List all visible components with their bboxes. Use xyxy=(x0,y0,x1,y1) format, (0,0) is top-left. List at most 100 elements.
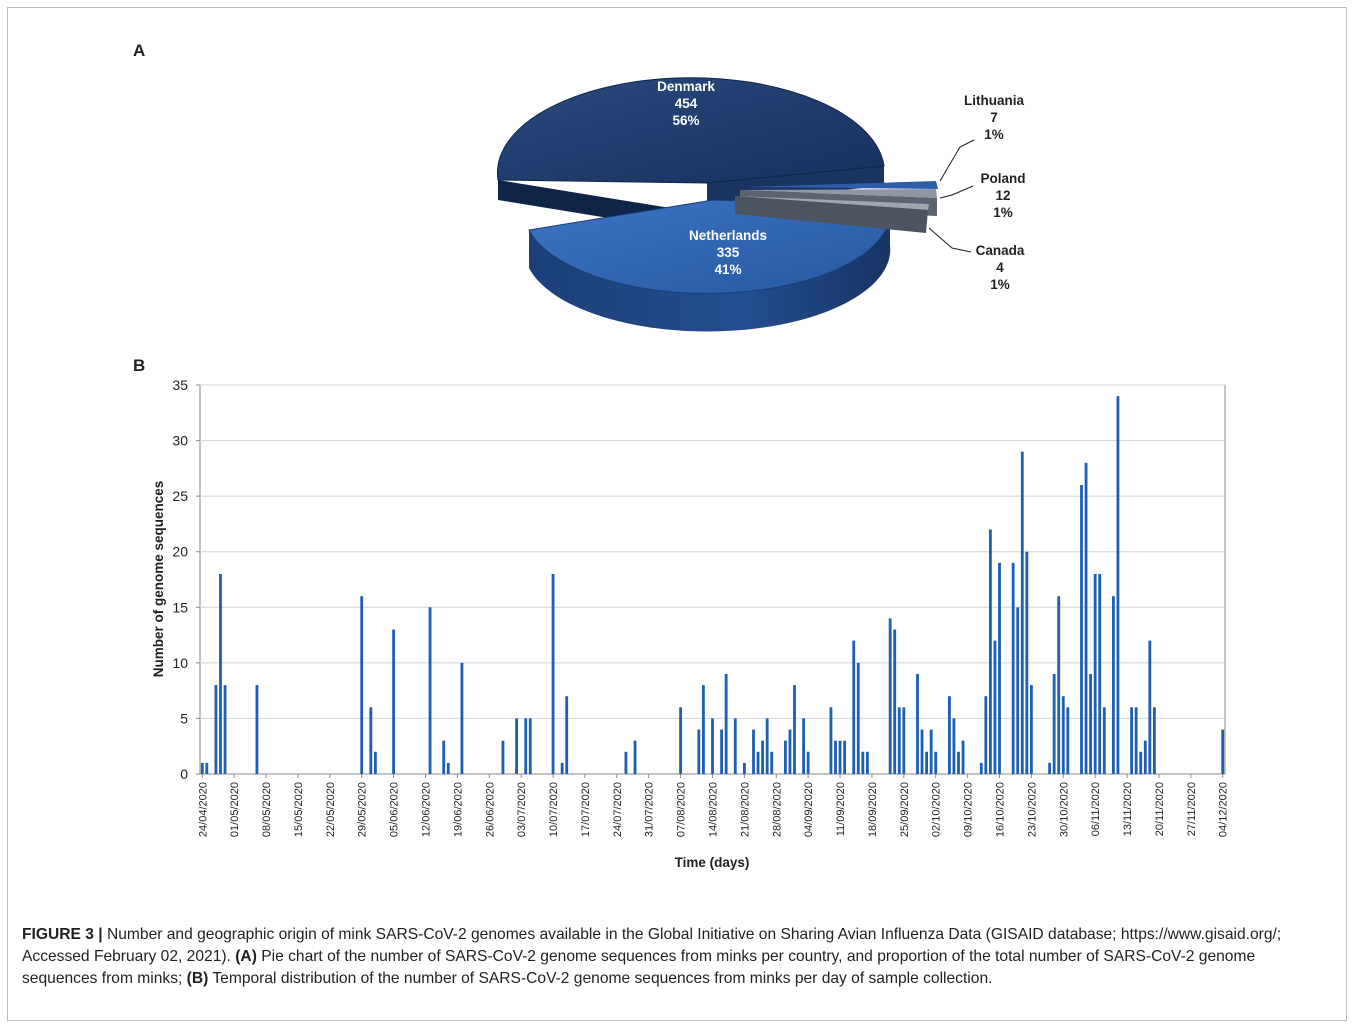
pie-label-denmark-value: 454 xyxy=(675,96,698,111)
bar xyxy=(752,729,755,774)
bar xyxy=(633,740,637,774)
bar xyxy=(373,751,377,774)
bar xyxy=(214,685,218,774)
x-tick-label: 11/09/2020 xyxy=(835,782,847,836)
bar xyxy=(1089,673,1093,774)
bar xyxy=(852,640,856,774)
bar xyxy=(952,718,956,774)
x-axis-label: Time (days) xyxy=(675,855,750,870)
x-tick-label: 28/08/2020 xyxy=(771,782,783,837)
pie-label-poland-value: 12 xyxy=(995,188,1010,203)
bar xyxy=(1116,396,1120,774)
pie-slice-poland xyxy=(740,189,937,198)
bar xyxy=(993,640,997,774)
bar xyxy=(793,685,796,774)
bar xyxy=(565,696,569,774)
pie-slice-denmark xyxy=(496,77,885,184)
panel-a-label: A xyxy=(133,41,145,60)
pie-slice-netherlands xyxy=(528,199,891,294)
y-tick-label: 20 xyxy=(172,544,188,560)
y-tick-label: 35 xyxy=(172,377,188,393)
bar xyxy=(856,662,860,774)
x-tick-label: 26/06/2020 xyxy=(484,782,496,837)
pie-label-lithuania: Lithuania 7 1% xyxy=(964,93,1024,142)
bar xyxy=(838,740,842,774)
x-tick-label: 08/05/2020 xyxy=(261,782,273,837)
bar xyxy=(1152,707,1156,774)
leader-line-lithuania xyxy=(939,139,975,182)
x-tick-label: 03/07/2020 xyxy=(516,782,528,837)
x-tick-label: 12/06/2020 xyxy=(421,782,433,837)
x-tick-label: 23/10/2020 xyxy=(1026,782,1038,837)
x-tick-label: 20/11/2020 xyxy=(1154,782,1166,836)
pie-label-netherlands-percent: 41% xyxy=(714,262,741,277)
figure-caption: FIGURE 3 | Number and geographic origin … xyxy=(22,924,1334,990)
y-tick-label: 10 xyxy=(172,655,188,671)
bar xyxy=(679,707,683,774)
bar xyxy=(788,729,792,774)
figure-frame xyxy=(7,7,1347,1021)
bar xyxy=(219,573,222,774)
x-tick-label: 18/09/2020 xyxy=(867,782,879,837)
bar xyxy=(783,740,787,774)
x-tick-label: 19/06/2020 xyxy=(452,782,464,837)
bar xyxy=(806,751,810,774)
bar xyxy=(957,751,960,774)
x-tick-label: 30/10/2020 xyxy=(1058,782,1070,837)
bar xyxy=(697,729,701,774)
bar xyxy=(551,573,555,774)
x-tick-label: 07/08/2020 xyxy=(676,782,688,837)
pie-label-netherlands-value: 335 xyxy=(717,245,740,260)
bar xyxy=(761,740,765,774)
bar xyxy=(200,762,204,774)
panel-b-label: B xyxy=(133,356,145,375)
leader-line-poland xyxy=(939,185,974,199)
bar xyxy=(1102,707,1106,774)
bar xyxy=(829,707,833,774)
bar xyxy=(998,562,1001,774)
bar xyxy=(925,751,929,774)
bar xyxy=(742,762,746,774)
bar xyxy=(979,762,983,774)
bar xyxy=(701,685,705,774)
caption-text-1: Number and geographic origin of mink SAR… xyxy=(22,926,1282,965)
caption-label-b: (B) xyxy=(186,970,209,987)
bar xyxy=(1080,485,1083,774)
bar xyxy=(1025,551,1029,774)
pie-label-lithuania-value: 7 xyxy=(990,110,998,125)
bar xyxy=(802,718,806,774)
x-tick-label: 05/06/2020 xyxy=(389,782,401,837)
pie-label-canada-name: Canada xyxy=(976,243,1025,258)
plot-area xyxy=(199,384,1226,775)
bar xyxy=(1057,596,1061,774)
x-tick-label: 27/11/2020 xyxy=(1186,782,1198,836)
pie-chart: A Denmark 454 56% Netherlands 335 41% Li… xyxy=(133,41,1026,332)
bar xyxy=(1111,596,1115,774)
bar xyxy=(1148,640,1152,774)
bar xyxy=(765,718,769,774)
x-tick-label: 09/10/2020 xyxy=(963,782,975,837)
x-tick-label: 21/08/2020 xyxy=(739,782,751,837)
pie-slice-canada-side xyxy=(735,196,928,233)
bar xyxy=(1011,562,1015,774)
y-axis-label: Number of genome sequences xyxy=(151,481,166,678)
caption-label-a: (A) xyxy=(235,948,257,965)
bar xyxy=(1139,751,1143,774)
bar xyxy=(1130,707,1134,774)
bar xyxy=(223,685,227,774)
x-tick-label: 04/09/2020 xyxy=(803,782,815,837)
bar xyxy=(1093,573,1097,774)
bar xyxy=(984,696,988,774)
pie-label-poland-name: Poland xyxy=(980,171,1025,186)
bar xyxy=(392,629,396,774)
bar xyxy=(916,673,919,774)
bar xyxy=(720,729,724,774)
bar xyxy=(947,696,951,774)
bar xyxy=(524,718,528,774)
bar xyxy=(861,751,865,774)
bar xyxy=(1066,707,1070,774)
bar xyxy=(501,740,505,774)
bar xyxy=(515,718,519,774)
bar xyxy=(1143,740,1147,774)
leader-line-canada xyxy=(928,227,972,253)
